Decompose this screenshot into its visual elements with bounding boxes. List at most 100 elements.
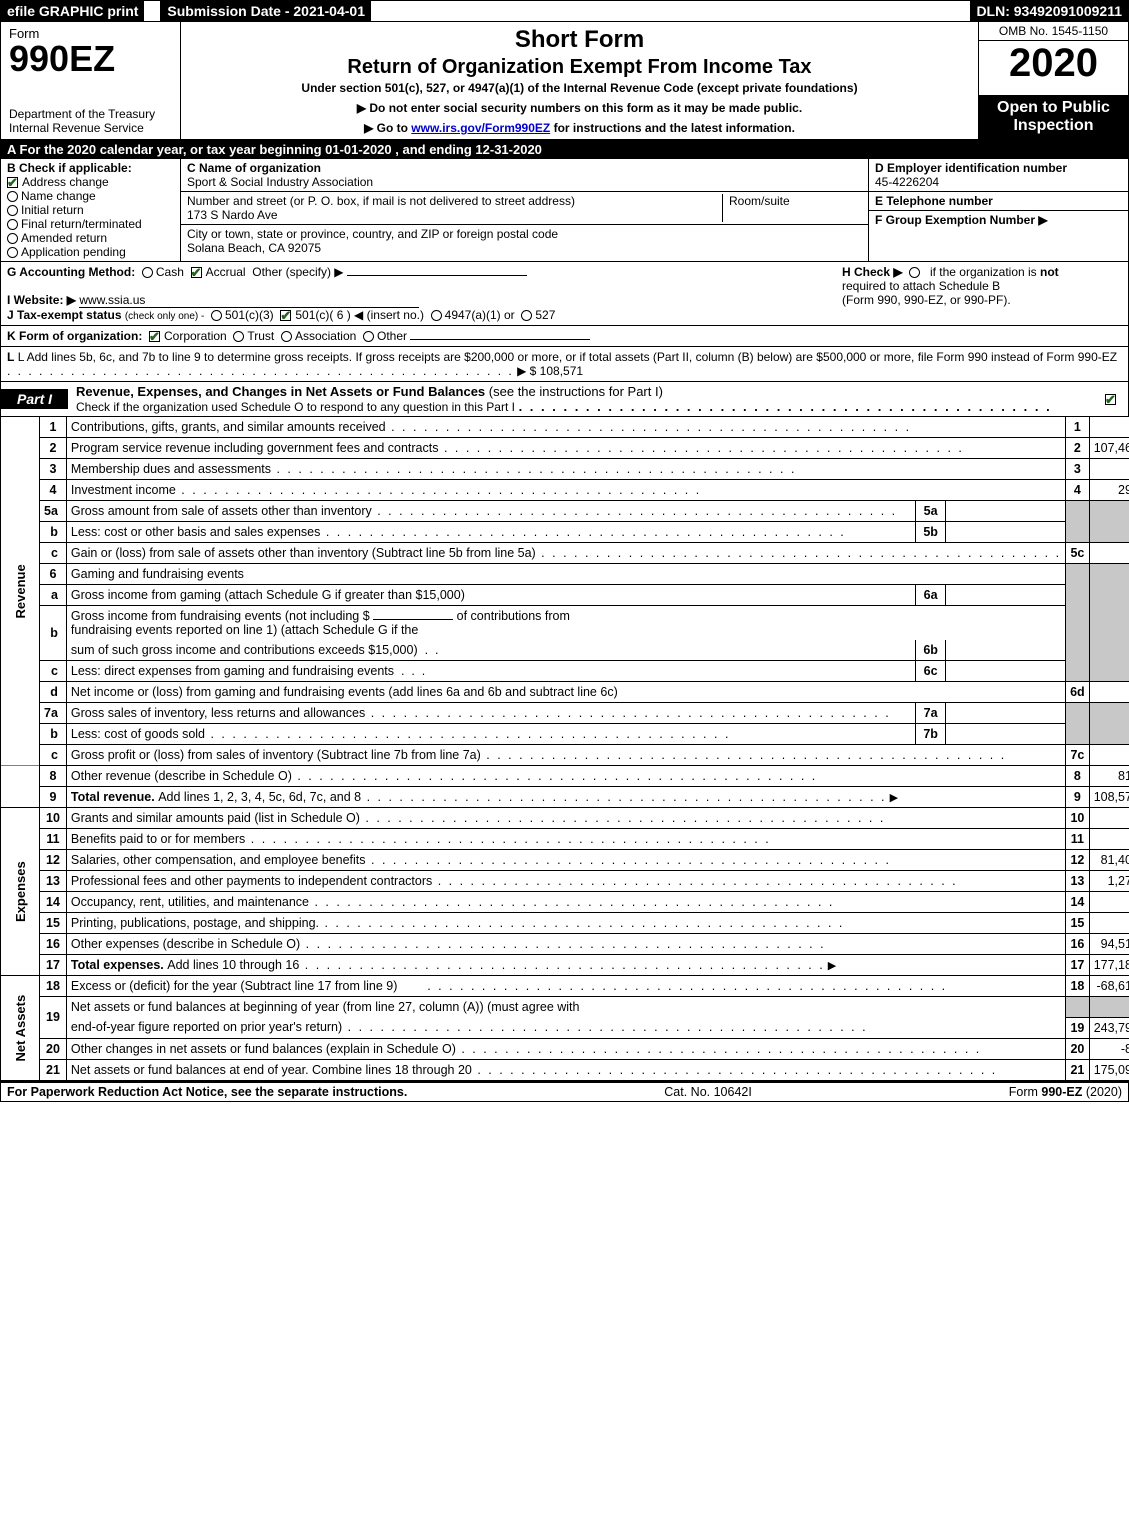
chk-amended-return[interactable]: Amended return (7, 231, 174, 245)
group-exemption-row: F Group Exemption Number ▶ (869, 211, 1128, 229)
k-corp: Corporation (164, 329, 227, 343)
section-c: C Name of organization Sport & Social In… (181, 159, 868, 261)
line-20: 20 Other changes in net assets or fund b… (1, 1038, 1129, 1059)
ein-label: D Employer identification number (875, 161, 1122, 175)
side-expenses: Expenses (1, 808, 40, 976)
checkbox-icon[interactable] (280, 310, 291, 321)
j-small: (check only one) - (125, 311, 204, 322)
irs-link[interactable]: www.irs.gov/Form990EZ (411, 121, 550, 135)
radio-icon[interactable] (7, 247, 18, 258)
g-other-input[interactable] (347, 275, 527, 276)
line-11: 11 Benefits paid to or for members 11 (1, 829, 1129, 850)
dept-irs: Internal Revenue Service (9, 121, 172, 135)
c-name-label: C Name of organization (187, 161, 862, 175)
goto-post: for instructions and the latest informat… (554, 121, 795, 135)
radio-icon[interactable] (7, 191, 18, 202)
radio-icon[interactable] (7, 219, 18, 230)
top-header: efile GRAPHIC print Submission Date - 20… (0, 0, 1129, 22)
radio-icon[interactable] (909, 267, 920, 278)
city-value: Solana Beach, CA 92075 (187, 241, 862, 255)
part1-header: Part I Revenue, Expenses, and Changes in… (0, 382, 1129, 417)
line-6d: d Net income or (loss) from gaming and f… (1, 682, 1129, 703)
line-9: 9 Total revenue. Add lines 1, 2, 3, 4, 5… (1, 787, 1129, 808)
checkbox-icon[interactable] (7, 177, 18, 188)
title-box: Form 990EZ Department of the Treasury In… (0, 22, 1129, 140)
dln: DLN: 93492091009211 (970, 1, 1128, 21)
l-value: 108,571 (540, 364, 583, 378)
l-row: L L Add lines 5b, 6c, and 7b to line 9 t… (0, 347, 1129, 382)
tel-label: E Telephone number (875, 194, 993, 208)
part1-label: Part I (1, 389, 68, 409)
radio-icon[interactable] (142, 267, 153, 278)
line-3: 3 Membership dues and assessments 3 (1, 459, 1129, 480)
h-not: not (1040, 265, 1059, 279)
k-other-input[interactable] (410, 339, 590, 340)
efile-badge[interactable]: efile GRAPHIC print (1, 1, 144, 21)
line-1: Revenue 1 Contributions, gifts, grants, … (1, 417, 1129, 438)
j-501c: 501(c)( 6 ) ◀ (insert no.) (295, 308, 424, 322)
line-6: 6 Gaming and fundraising events (1, 564, 1129, 585)
l-arrow: ▶ $ (517, 364, 536, 378)
print-label[interactable] (144, 1, 161, 21)
radio-icon[interactable] (7, 205, 18, 216)
chk-label: Final return/terminated (21, 217, 142, 231)
radio-icon[interactable] (521, 310, 532, 321)
line-4: 4 Investment income 4 292 (1, 480, 1129, 501)
radio-icon[interactable] (281, 331, 292, 342)
chk-address-change[interactable]: Address change (7, 175, 174, 189)
checkbox-icon[interactable] (1105, 394, 1116, 405)
radio-icon[interactable] (7, 233, 18, 244)
under-section: Under section 501(c), 527, or 4947(a)(1)… (189, 81, 970, 95)
city-row: City or town, state or province, country… (181, 225, 868, 257)
chk-label: Name change (21, 189, 96, 203)
line-5b: b Less: cost or other basis and sales ex… (1, 522, 1129, 543)
h-text3: required to attach Schedule B (842, 279, 1000, 293)
chk-name-change[interactable]: Name change (7, 189, 174, 203)
line-2: 2 Program service revenue including gove… (1, 438, 1129, 459)
cat-no: Cat. No. 10642I (664, 1085, 752, 1099)
section-d: D Employer identification number 45-4226… (868, 159, 1128, 261)
i-label: I Website: ▶ (7, 293, 76, 307)
checkbox-icon[interactable] (149, 331, 160, 342)
street-label: Number and street (or P. O. box, if mail… (187, 194, 722, 208)
line-19a: 19 Net assets or fund balances at beginn… (1, 997, 1129, 1018)
chk-initial-return[interactable]: Initial return (7, 203, 174, 217)
entity-info: B Check if applicable: Address change Na… (0, 159, 1129, 262)
line-6b-1: b Gross income from fundraising events (… (1, 606, 1129, 641)
ein-value: 45-4226204 (875, 175, 1122, 189)
j-label: J Tax-exempt status (7, 308, 122, 322)
accounting-row: G Accounting Method: Cash Accrual Other … (0, 262, 1129, 326)
form-ref: Form 990-EZ (2020) (1009, 1085, 1122, 1099)
radio-icon[interactable] (431, 310, 442, 321)
g-label: G Accounting Method: (7, 265, 135, 279)
radio-icon[interactable] (233, 331, 244, 342)
radio-icon[interactable] (211, 310, 222, 321)
h-section: H Check ▶ if the organization is not req… (842, 265, 1122, 322)
checkbox-icon[interactable] (191, 267, 202, 278)
g-other: Other (specify) ▶ (252, 265, 343, 279)
org-name-row: C Name of organization Sport & Social In… (181, 159, 868, 192)
h-text2: if the organization is (930, 265, 1040, 279)
chk-final-return[interactable]: Final return/terminated (7, 217, 174, 231)
lines-table: Revenue 1 Contributions, gifts, grants, … (0, 417, 1129, 1081)
tel-row: E Telephone number (869, 192, 1128, 211)
k-assoc: Association (295, 329, 356, 343)
tax-year: 2020 (979, 41, 1128, 85)
part1-check[interactable] (1097, 390, 1128, 408)
website-value: www.ssia.us (79, 293, 419, 308)
k-trust: Trust (247, 329, 274, 343)
j-4947: 4947(a)(1) or (445, 308, 515, 322)
submission-date: Submission Date - 2021-04-01 (161, 1, 371, 21)
line-17: 17 Total expenses. Add lines 10 through … (1, 955, 1129, 976)
line-19b: end-of-year figure reported on prior yea… (1, 1017, 1129, 1038)
line-14: 14 Occupancy, rent, utilities, and maint… (1, 892, 1129, 913)
side-netassets: Net Assets (1, 976, 40, 1081)
room-suite: Room/suite (722, 194, 862, 222)
radio-icon[interactable] (363, 331, 374, 342)
return-title: Return of Organization Exempt From Incom… (189, 56, 970, 79)
chk-application-pending[interactable]: Application pending (7, 245, 174, 259)
line-8: 8 Other revenue (describe in Schedule O)… (1, 766, 1129, 787)
org-name: Sport & Social Industry Association (187, 175, 862, 189)
6b-amount-input[interactable] (373, 619, 453, 620)
goto-pre: ▶ Go to (364, 121, 411, 135)
